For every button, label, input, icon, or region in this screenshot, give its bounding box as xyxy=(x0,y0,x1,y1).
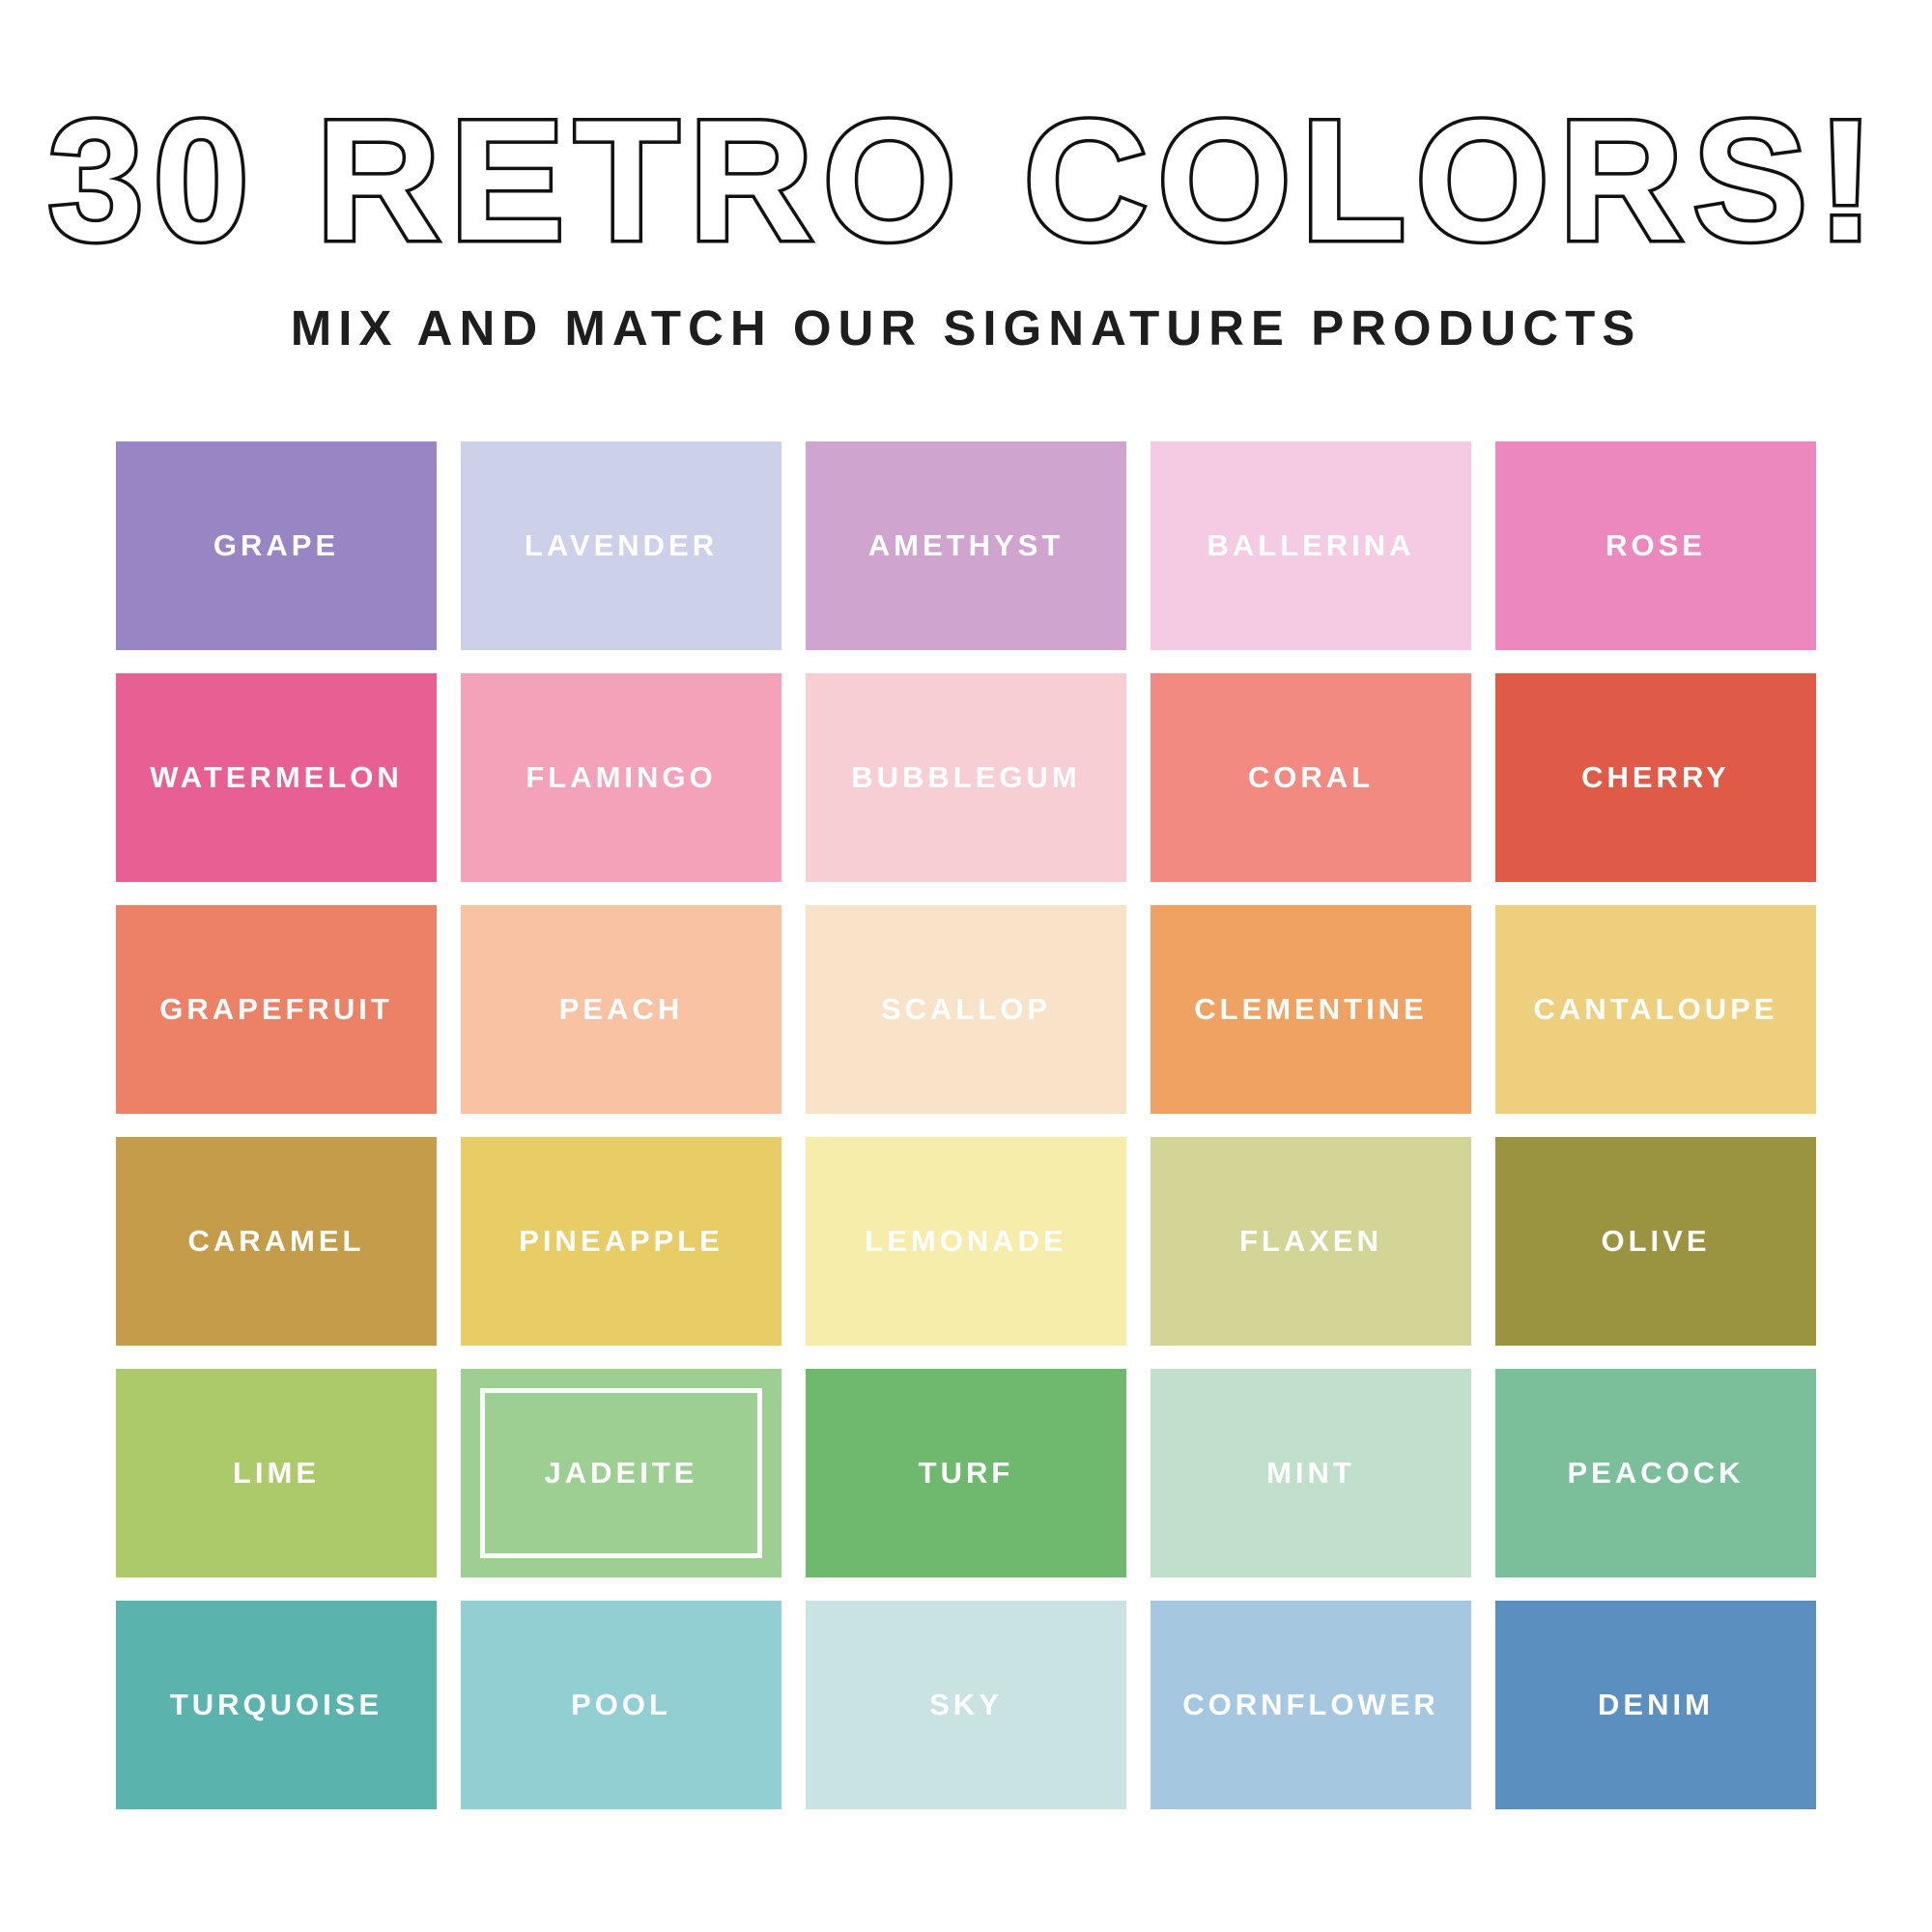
swatch-rose[interactable]: ROSE xyxy=(1495,441,1816,650)
swatch-label: CLEMENTINE xyxy=(1194,992,1428,1026)
swatch-lemonade[interactable]: LEMONADE xyxy=(806,1137,1126,1346)
swatch-label: CARAMEL xyxy=(187,1224,365,1258)
swatch-flaxen[interactable]: FLAXEN xyxy=(1151,1137,1471,1346)
swatch-turf[interactable]: TURF xyxy=(806,1369,1126,1577)
swatch-label: CORAL xyxy=(1247,760,1375,794)
swatch-label: CHERRY xyxy=(1581,760,1730,794)
swatch-pool[interactable]: POOL xyxy=(461,1601,781,1809)
swatch-label: AMETHYST xyxy=(867,528,1065,562)
swatch-label: TURF xyxy=(918,1456,1014,1490)
swatch-flamingo[interactable]: FLAMINGO xyxy=(461,673,781,882)
swatch-peach[interactable]: PEACH xyxy=(461,905,781,1114)
swatch-caramel[interactable]: CARAMEL xyxy=(116,1137,437,1346)
swatch-cornflower[interactable]: CORNFLOWER xyxy=(1151,1601,1471,1809)
swatch-denim[interactable]: DENIM xyxy=(1495,1601,1816,1809)
swatch-turquoise[interactable]: TURQUOISE xyxy=(116,1601,437,1809)
swatch-lavender[interactable]: LAVENDER xyxy=(461,441,781,650)
swatch-label: BALLERINA xyxy=(1207,528,1415,562)
swatch-label: POOL xyxy=(571,1688,671,1721)
page-title: 30 RETRO COLORS! xyxy=(44,84,1885,276)
swatch-label: ROSE xyxy=(1605,528,1706,562)
swatch-label: BUBBLEGUM xyxy=(851,760,1081,794)
swatch-label: PINEAPPLE xyxy=(519,1224,724,1258)
swatch-label: SKY xyxy=(929,1688,1003,1721)
swatch-jadeite[interactable]: JADEITE xyxy=(461,1369,781,1577)
swatch-label: CANTALOUPE xyxy=(1533,992,1778,1026)
swatch-coral[interactable]: CORAL xyxy=(1151,673,1471,882)
swatch-label: FLAMINGO xyxy=(526,760,717,794)
swatch-amethyst[interactable]: AMETHYST xyxy=(806,441,1126,650)
header: 30 RETRO COLORS! MIX AND MATCH OUR SIGNA… xyxy=(0,0,1932,353)
swatch-watermelon[interactable]: WATERMELON xyxy=(116,673,437,882)
swatch-label: PEACH xyxy=(558,992,684,1026)
swatch-olive[interactable]: OLIVE xyxy=(1495,1137,1816,1346)
page-subtitle: MIX AND MATCH OUR SIGNATURE PRODUCTS xyxy=(290,300,1642,355)
swatch-bubblegum[interactable]: BUBBLEGUM xyxy=(806,673,1126,882)
swatch-lime[interactable]: LIME xyxy=(116,1369,437,1577)
swatch-label: LEMONADE xyxy=(865,1224,1067,1258)
swatch-label: GRAPE xyxy=(213,528,340,562)
swatch-sky[interactable]: SKY xyxy=(806,1601,1126,1809)
swatch-label: JADEITE xyxy=(544,1456,698,1490)
swatch-label: FLAXEN xyxy=(1239,1224,1382,1258)
swatch-cherry[interactable]: CHERRY xyxy=(1495,673,1816,882)
color-grid: GRAPE LAVENDER AMETHYST BALLERINA ROSE WATERM… xyxy=(116,441,1816,1809)
swatch-label: OLIVE xyxy=(1601,1224,1711,1258)
swatch-scallop[interactable]: SCALLOP xyxy=(806,905,1126,1114)
swatch-label: TURQUOISE xyxy=(169,1688,384,1721)
swatch-cantaloupe[interactable]: CANTALOUPE xyxy=(1495,905,1816,1114)
swatch-peacock[interactable]: PEACOCK xyxy=(1495,1369,1816,1577)
swatch-label: WATERMELON xyxy=(150,760,403,794)
swatch-grapefruit[interactable]: GRAPEFRUIT xyxy=(116,905,437,1114)
swatch-clementine[interactable]: CLEMENTINE xyxy=(1151,905,1471,1114)
swatch-label: GRAPEFRUIT xyxy=(159,992,393,1026)
swatch-pineapple[interactable]: PINEAPPLE xyxy=(461,1137,781,1346)
swatch-label: PEACOCK xyxy=(1567,1456,1745,1490)
swatch-label: CORNFLOWER xyxy=(1182,1688,1439,1721)
swatch-mint[interactable]: MINT xyxy=(1151,1369,1471,1577)
swatch-label: MINT xyxy=(1266,1456,1355,1490)
swatch-ballerina[interactable]: BALLERINA xyxy=(1151,441,1471,650)
swatch-label: LAVENDER xyxy=(524,528,719,562)
swatch-label: LIME xyxy=(232,1456,321,1490)
swatch-label: SCALLOP xyxy=(880,992,1052,1026)
swatch-label: DENIM xyxy=(1598,1688,1714,1721)
swatch-grape[interactable]: GRAPE xyxy=(116,441,437,650)
